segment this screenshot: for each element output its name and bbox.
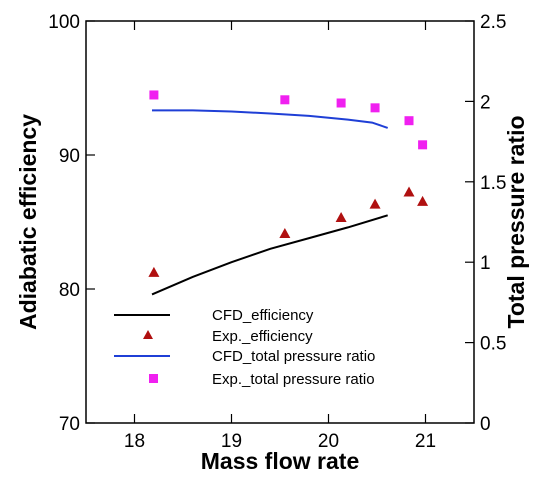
y-axis-right-title: Total pressure ratio	[503, 115, 529, 328]
point-exp-efficiency-5	[417, 195, 429, 206]
x-axis-title: Mass flow rate	[201, 448, 360, 474]
point-exp-efficiency-4	[403, 186, 415, 197]
point-exp-total-pressure-ratio-4	[404, 116, 414, 126]
y-left-tick-label-0: 70	[59, 414, 80, 435]
plot-frame	[85, 20, 475, 424]
legend-label-exp-pressure: Exp._total pressure ratio	[212, 371, 375, 388]
point-exp-total-pressure-ratio-0	[149, 90, 159, 100]
y-axis-left-title: Adiabatic efficiency	[15, 114, 41, 330]
y-right-tick-label-5: 2.5	[480, 12, 506, 33]
point-exp-efficiency-2	[335, 211, 347, 222]
legend-swatch-exp-efficiency	[143, 330, 153, 339]
y-right-tick-label-2: 1	[480, 253, 491, 274]
point-exp-total-pressure-ratio-2	[336, 98, 346, 108]
plot-marks: 18 19 20 21 70 80 90 100 0 0.5 1 1.5 2 2.5	[48, 12, 506, 452]
legend-swatch-exp-pressure	[149, 374, 158, 383]
point-exp-total-pressure-ratio-1	[280, 95, 290, 105]
point-exp-efficiency-0	[148, 266, 160, 277]
point-exp-total-pressure-ratio-5	[418, 140, 428, 150]
y-right-tick-label-1: 0.5	[480, 334, 506, 355]
point-exp-efficiency-3	[369, 198, 381, 209]
y-right-tick-label-4: 2	[480, 92, 491, 113]
x-tick-label-0: 18	[124, 431, 145, 452]
series-line-cfd-total-pressure-ratio	[152, 109, 389, 129]
legend: CFD_efficiency Exp._efficiency CFD_total…	[114, 307, 375, 388]
x-tick-label-3: 21	[415, 431, 436, 452]
y-right-tick-label-3: 1.5	[480, 173, 506, 194]
point-exp-efficiency-1	[279, 228, 291, 239]
legend-label-cfd-efficiency: CFD_efficiency	[212, 307, 314, 324]
series-line-cfd-efficiency	[151, 214, 388, 296]
point-exp-total-pressure-ratio-3	[370, 103, 380, 113]
legend-label-exp-efficiency: Exp._efficiency	[212, 328, 313, 345]
y-left-tick-label-1: 80	[59, 280, 80, 301]
x-tick-label-1: 19	[221, 431, 242, 452]
y-left-tick-label-2: 90	[59, 146, 80, 167]
y-right-tick-label-0: 0	[480, 414, 491, 435]
x-tick-label-2: 20	[318, 431, 339, 452]
legend-label-cfd-pressure: CFD_total pressure ratio	[212, 348, 375, 365]
y-left-tick-label-3: 100	[48, 12, 80, 33]
